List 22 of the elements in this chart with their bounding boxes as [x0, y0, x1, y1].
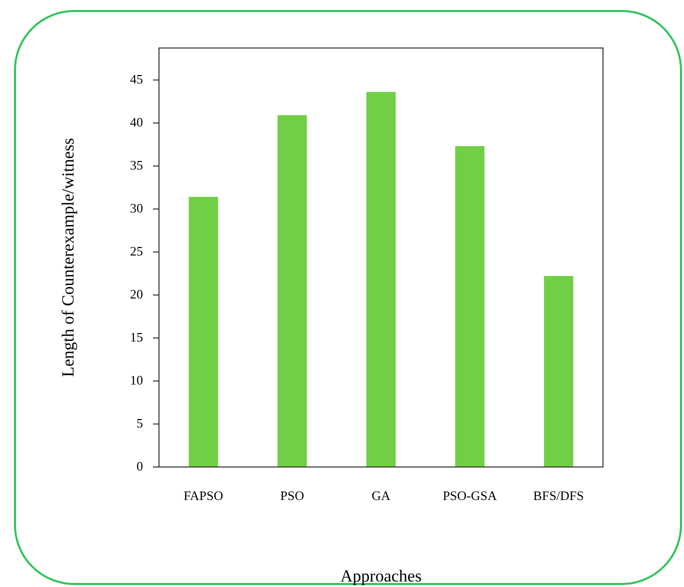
- y-tick-label: 0: [136, 458, 143, 474]
- x-tick-label: BFS/DFS: [533, 488, 584, 504]
- y-axis-title: Length of Counterexample/witness: [58, 138, 78, 377]
- bar: [278, 115, 307, 466]
- bar: [366, 92, 396, 466]
- y-tick-label: 25: [130, 243, 143, 258]
- x-tick-label: PSO: [280, 488, 304, 504]
- bar: [188, 196, 218, 466]
- y-tick-label: 30: [130, 200, 143, 216]
- x-tick-label: PSO-GSA: [442, 488, 498, 504]
- bar: [544, 276, 574, 466]
- y-tick-label: 35: [130, 157, 143, 172]
- x-axis-title: Approaches: [340, 566, 422, 586]
- y-tick-label: 10: [130, 372, 143, 388]
- y-tick-label: 5: [136, 415, 143, 430]
- y-tick-label: 40: [130, 114, 143, 130]
- y-tick-label: 15: [130, 329, 143, 344]
- x-tick-label: GA: [372, 488, 391, 504]
- x-tick-label: FAPSO: [184, 488, 224, 504]
- y-tick-label: 45: [130, 71, 143, 86]
- y-tick-label: 20: [130, 286, 143, 302]
- bar: [455, 146, 484, 466]
